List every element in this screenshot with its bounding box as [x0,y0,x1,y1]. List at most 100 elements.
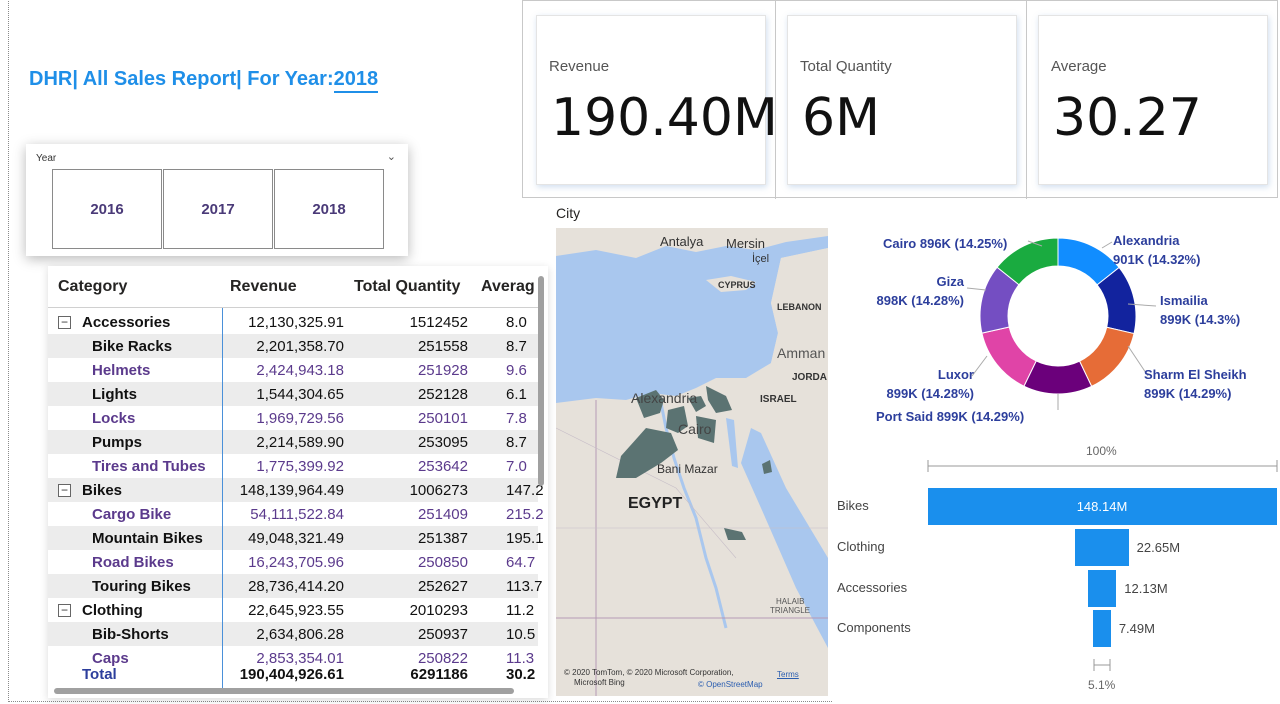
donut-leader-line [1127,345,1149,377]
matrix-row[interactable]: Touring Bikes 28,736,414.20 252627 113.7 [48,574,542,598]
row-revenue: 12,130,325.91 [248,314,344,331]
kpi-card-revenue[interactable]: Revenue 190.40M [536,15,778,185]
matrix-row[interactable]: Lights 1,544,304.65 252128 6.1 [48,382,538,406]
kpi-label: Average [1051,58,1107,75]
total-label: Total [82,666,117,683]
slicer-option-2018[interactable]: 2018 [274,169,384,249]
collapse-icon[interactable]: − [58,316,71,329]
kpi-card-total-quantity[interactable]: Total Quantity 6M [787,15,1017,185]
header-revenue[interactable]: Revenue [230,278,297,295]
kpi-label: Total Quantity [800,58,892,75]
row-quantity: 250937 [417,626,468,643]
funnel-data-label: 7.49M [1118,621,1155,636]
row-revenue: 2,201,358.70 [256,338,344,355]
funnel-bar-accessories[interactable] [1087,570,1117,607]
row-category: Lights [92,386,137,403]
funnel-category-label: Components [837,620,911,635]
row-revenue: 49,048,321.49 [248,530,344,547]
funnel-bottom-percent: 5.1% [1088,678,1116,692]
row-quantity: 251928 [417,362,468,379]
row-category: Pumps [92,434,143,451]
row-revenue: 16,243,705.96 [248,554,344,571]
chevron-down-icon[interactable]: ⌄ [386,151,396,163]
donut-slice-luxor[interactable] [981,326,1037,387]
donut-graphic [966,237,1157,410]
map-credit: © 2020 TomTom, © 2020 Microsoft Corporat… [564,668,734,677]
row-average: 8.0 [506,314,527,331]
map-osm-link[interactable]: © OpenStreetMap [698,680,763,689]
map-label: Bani Mazar [657,462,718,476]
header-total-quantity[interactable]: Total Quantity [354,278,461,295]
row-quantity: 251558 [417,338,468,355]
row-revenue: 2,853,354.01 [256,650,344,667]
matrix-group-row[interactable]: − Bikes 148,139,964.49 1006273 147.2 [48,478,544,502]
matrix-header: Category Revenue Total Quantity Averag [48,266,538,308]
row-category: Touring Bikes [92,578,191,595]
report-title-year: 2018 [333,68,379,93]
funnel-data-label: 148.14M [1076,499,1128,514]
horizontal-scrollbar[interactable] [54,688,514,694]
row-quantity: 2010293 [409,602,468,619]
map-label: HALAIB [776,597,804,606]
bing-logo: Microsoft Bing [574,678,625,687]
kpi-divider [1026,1,1027,199]
donut-label-ismailia: Ismailia 899K (14.3%) [1160,293,1241,327]
slicer-option-2016[interactable]: 2016 [52,169,162,249]
map-label: Antalya [660,234,704,249]
matrix-row[interactable]: Caps 2,853,354.01 250822 11.3 [48,646,538,670]
matrix-row[interactable]: Helmets 2,424,943.18 251928 9.6 [48,358,538,382]
header-average[interactable]: Averag [481,278,535,295]
map-label: LEBANON [777,302,822,312]
matrix-row[interactable]: Road Bikes 16,243,705.96 250850 64.7 [48,550,538,574]
collapse-icon[interactable]: − [58,604,71,617]
donut-leader-line [1127,303,1157,307]
year-slicer: Year ⌄ 2016 2017 2018 [26,144,408,256]
row-average: 11.2 [506,602,535,619]
matrix-group-row[interactable]: − Clothing 22,645,923.55 2010293 11.2 [48,598,538,622]
slicer-option-2017[interactable]: 2017 [163,169,273,249]
matrix-row[interactable]: Mountain Bikes 49,048,321.49 251387 195.1 [48,526,544,550]
matrix-group-row[interactable]: − Accessories 12,130,325.91 1512452 8.0 [48,310,538,334]
row-average: 11.3 [506,650,535,667]
donut-slice-cairo[interactable] [996,237,1059,286]
total-quantity: 6291186 [410,666,468,683]
matrix-row[interactable]: Bike Racks 2,201,358.70 251558 8.7 [48,334,538,358]
funnel-bar-clothing[interactable] [1075,529,1129,566]
row-quantity: 253095 [417,434,468,451]
map-label: JORDA [792,372,827,383]
row-quantity: 253642 [417,458,468,475]
category-matrix[interactable]: Category Revenue Total Quantity Averag −… [48,266,548,698]
row-revenue: 22,645,923.55 [248,602,344,619]
matrix-row[interactable]: Locks 1,969,729.56 250101 7.8 [48,406,538,430]
category-funnel-chart[interactable]: 100% 5.1% Bikes 148.14M Clothing 22.65M Acce… [832,432,1280,702]
kpi-card-average[interactable]: Average 30.27 [1038,15,1268,185]
row-average: 147.2 [506,482,544,499]
funnel-bar-bikes[interactable] [927,488,1277,525]
map-terms-link[interactable]: Terms [777,670,799,679]
matrix-row[interactable]: Bib-Shorts 2,634,806.28 250937 10.5 [48,622,538,646]
header-category[interactable]: Category [58,278,128,295]
city-map[interactable]: Antalya Mersin İçel CYPRUS LEBANON Amman… [556,228,828,696]
row-average: 64.7 [506,554,536,571]
row-category: Locks [92,410,136,427]
row-revenue: 2,634,806.28 [256,626,344,643]
row-revenue: 54,111,522.84 [250,506,344,523]
map-label: Amman [777,345,825,361]
vertical-scrollbar[interactable] [538,276,544,486]
funnel-category-label: Accessories [837,580,908,595]
donut-leader-line [966,287,987,291]
matrix-row[interactable]: Cargo Bike 54,111,522.84 251409 215.2 [48,502,544,526]
row-average: 113.7 [506,578,543,595]
funnel-bar-components[interactable] [1093,610,1111,647]
row-quantity: 250822 [417,650,468,667]
row-average: 8.7 [506,338,527,355]
matrix-row[interactable]: Tires and Tubes 1,775,399.92 253642 7.0 [48,454,538,478]
collapse-icon[interactable]: − [58,484,71,497]
matrix-row[interactable]: Pumps 2,214,589.90 253095 8.7 [48,430,538,454]
funnel-top-percent: 100% [1086,444,1117,458]
row-quantity: 1006273 [409,482,468,499]
kpi-label: Revenue [549,58,610,75]
row-revenue: 148,139,964.49 [239,482,344,499]
city-donut-chart[interactable]: Alexandria 901K (14.32%) Ismailia 899K (14… [832,226,1280,432]
row-quantity: 251387 [417,530,468,547]
